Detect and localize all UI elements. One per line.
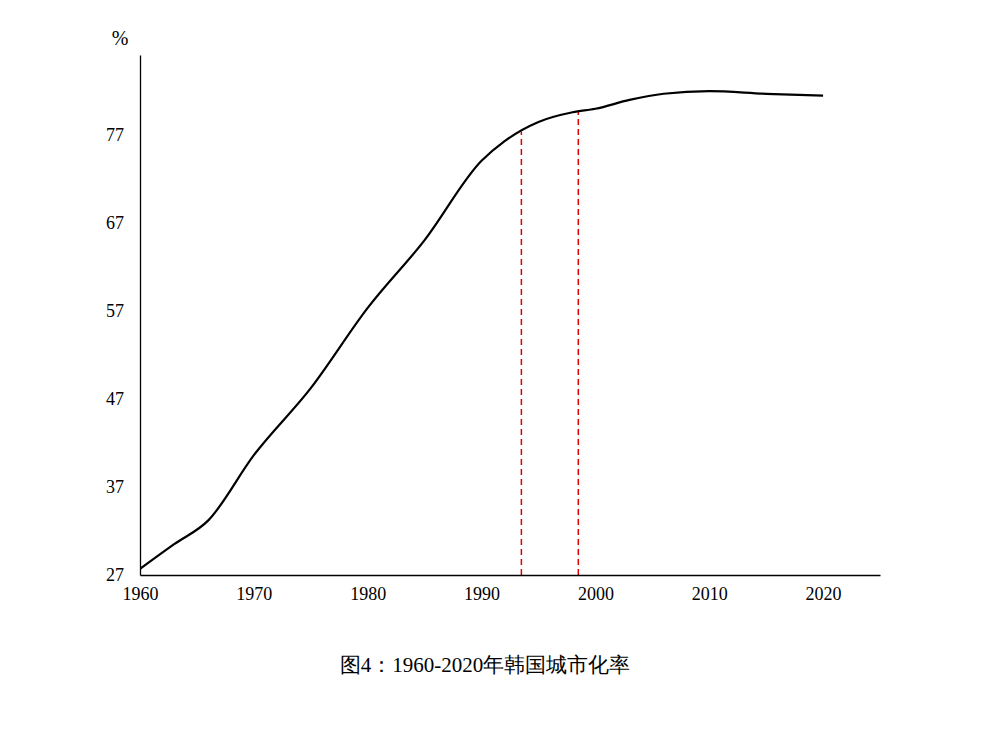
x-axis: 1960 1970 1980 1990 2000 2010 2020 — [123, 575, 881, 604]
reference-line — [521, 132, 523, 575]
data-line — [140, 91, 823, 569]
plot-area — [140, 91, 823, 575]
y-axis-title: % — [112, 27, 129, 49]
chart: 27 37 47 57 67 77 1960 1970 1980 1990 2000 2010 2020… — [0, 0, 988, 731]
y-tick-label: 47 — [106, 389, 124, 409]
x-axis-line — [141, 575, 881, 576]
y-tick: 77 — [106, 125, 140, 145]
x-tick: 1980 — [350, 575, 386, 604]
y-tick-label: 67 — [106, 213, 124, 233]
y-tick: 67 — [106, 213, 140, 233]
x-tick-label: 2020 — [806, 584, 842, 604]
x-tick-label: 2000 — [578, 584, 614, 604]
y-tick: 57 — [106, 301, 140, 321]
x-tick-label: 2010 — [692, 584, 728, 604]
x-tick-label: 1970 — [236, 584, 272, 604]
x-tick: 2000 — [578, 575, 614, 604]
x-tick: 1960 — [123, 575, 159, 604]
x-tick: 2020 — [806, 575, 842, 604]
y-tick: 47 — [106, 389, 140, 409]
x-tick: 1990 — [464, 575, 500, 604]
x-tick: 2010 — [692, 575, 728, 604]
x-tick: 1970 — [236, 575, 272, 604]
x-tick-label: 1990 — [464, 584, 500, 604]
y-tick: 37 — [106, 477, 140, 497]
x-tick-label: 1980 — [350, 584, 386, 604]
y-tick: 27 — [106, 565, 140, 585]
x-tick-label: 1960 — [123, 584, 159, 604]
y-tick-label: 27 — [106, 565, 124, 585]
y-tick-label: 57 — [106, 301, 124, 321]
chart-title: 图4：1960-2020年韩国城市化率 — [340, 653, 631, 677]
y-tick-label: 37 — [106, 477, 124, 497]
y-tick-label: 77 — [106, 125, 124, 145]
y-axis-line — [140, 56, 141, 576]
y-axis: 27 37 47 57 67 77 — [106, 56, 141, 586]
reference-line — [578, 111, 580, 575]
